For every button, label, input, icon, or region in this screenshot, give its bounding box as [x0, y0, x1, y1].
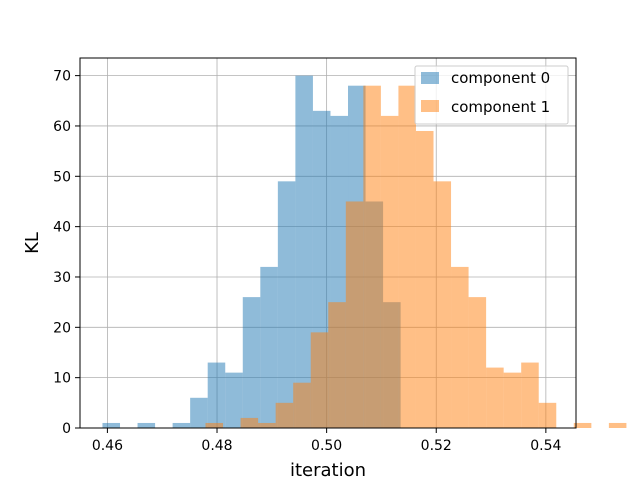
- bar-component-0: [137, 422, 156, 428]
- bar-component-1: [380, 115, 399, 428]
- y-tick-label: 70: [53, 69, 71, 85]
- bar-component-1: [258, 422, 276, 428]
- y-tick-label: 50: [53, 169, 71, 185]
- y-tick-label: 10: [53, 371, 71, 387]
- legend: component 0 component 1: [414, 65, 569, 125]
- bar-component-1: [415, 130, 434, 428]
- y-axis-label: KL: [22, 232, 43, 254]
- axis-ticks: 0.46 0.48 0.50 0.52 0.54 0 10 20 30 40 50 60 70: [53, 69, 561, 454]
- x-tick-label: 0.50: [311, 438, 342, 454]
- x-tick-label: 0.52: [421, 438, 452, 454]
- x-tick-label: 0.54: [530, 438, 561, 454]
- x-tick-label: 0.48: [201, 438, 232, 454]
- bar-component-1: [205, 422, 224, 428]
- bar-component-1: [398, 85, 416, 428]
- bar-component-1: [608, 422, 627, 428]
- bar-component-0: [172, 422, 191, 428]
- bar-component-1: [538, 402, 557, 428]
- y-tick-label: 40: [53, 220, 71, 236]
- bar-component-1: [486, 367, 504, 428]
- bar-component-0: [190, 397, 208, 428]
- bar-component-1: [328, 302, 346, 428]
- y-tick-label: 30: [53, 270, 71, 286]
- bar-component-1: [310, 332, 329, 428]
- bar-component-0: [102, 422, 121, 428]
- bar-component-0: [207, 362, 226, 428]
- bar-component-1: [503, 372, 522, 428]
- bar-component-1: [451, 266, 469, 428]
- y-tick-label: 60: [53, 119, 71, 135]
- bar-component-1: [240, 417, 259, 428]
- bar-component-1: [433, 181, 452, 428]
- y-tick-label: 0: [62, 421, 71, 437]
- bar-component-0: [260, 266, 278, 428]
- legend-box: [414, 65, 569, 125]
- bar-component-0: [295, 75, 313, 428]
- legend-swatch-component-0: [421, 72, 439, 84]
- legend-swatch-component-1: [421, 100, 439, 112]
- bar-component-1: [573, 422, 592, 428]
- bar-component-1: [345, 201, 364, 428]
- bar-component-1: [521, 362, 539, 428]
- legend-label-component-0: component 0: [451, 69, 550, 87]
- bar-component-1: [275, 402, 294, 428]
- bar-component-0: [242, 297, 261, 428]
- bar-component-1: [363, 85, 381, 428]
- histogram-bars: [102, 75, 627, 428]
- bar-component-0: [225, 372, 243, 428]
- plot-frame: [79, 57, 577, 429]
- bar-component-0: [277, 181, 296, 428]
- bar-component-1: [293, 382, 311, 428]
- y-tick-label: 20: [53, 320, 71, 336]
- x-tick-label: 0.46: [92, 438, 123, 454]
- x-axis-label: iteration: [290, 460, 366, 480]
- legend-label-component-1: component 1: [451, 98, 550, 116]
- bar-component-1: [468, 297, 487, 428]
